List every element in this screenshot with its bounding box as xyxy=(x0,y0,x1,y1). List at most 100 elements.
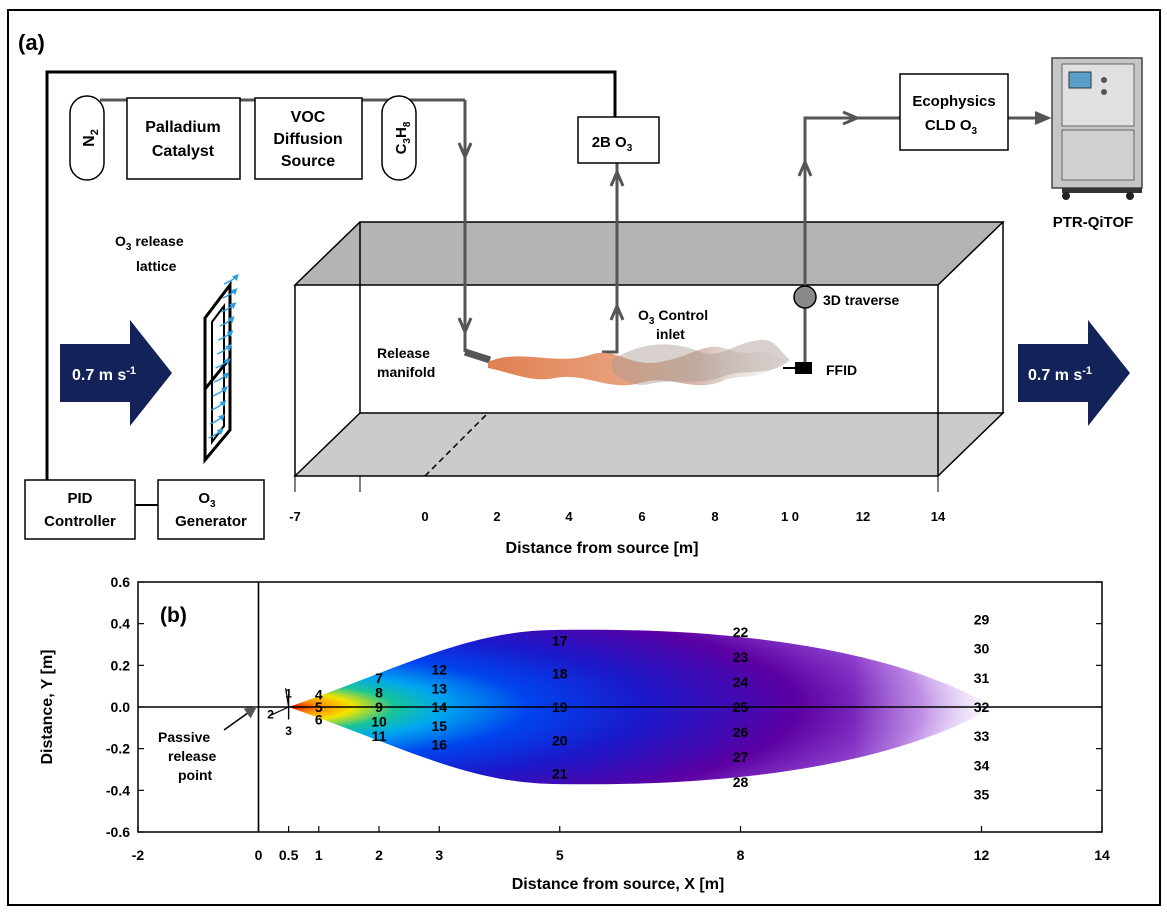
x-axis-title: Distance from source, X [m] xyxy=(512,876,725,893)
release-point-arrow xyxy=(223,706,257,731)
sample-point-label: 31 xyxy=(974,670,990,686)
y-axis-title: Distance, Y [m] xyxy=(39,649,56,764)
control-line xyxy=(602,162,619,354)
svg-text:O3: O3 xyxy=(198,490,216,510)
svg-text:Palladium: Palladium xyxy=(145,119,221,136)
y-tick-label: 0.4 xyxy=(111,616,131,632)
lattice-arrow xyxy=(218,330,234,341)
lattice-label: O3 release xyxy=(115,233,184,253)
sample-point-label: 26 xyxy=(733,724,749,740)
sample-point-label: 8 xyxy=(375,684,383,700)
sample-point-label: 12 xyxy=(431,662,447,678)
sample-line xyxy=(803,116,900,368)
n2-cylinder: N2 xyxy=(69,95,105,181)
tick-label-a: 2 xyxy=(493,509,500,524)
panel-a: (a) -7 0 2 4 6 8 1 0 12 14 Distance from… xyxy=(18,30,1143,557)
ptr-instrument: PTR-QiTOF xyxy=(1051,57,1143,231)
sample-point-label: 6 xyxy=(315,712,323,728)
tick-label-a: 1 0 xyxy=(781,509,799,524)
sample-point-label: 34 xyxy=(974,757,990,773)
sample-point-label: 18 xyxy=(552,666,568,682)
traverse-label: 3D traverse xyxy=(823,292,899,308)
y-tick-label: 0.6 xyxy=(111,574,131,590)
sample-point-label: 19 xyxy=(552,699,568,715)
axis-ticks: -2 0 0.5 1 2 3 5 8 12 140.60.40.20.0-0.2-0.4-0.6 xyxy=(106,574,1110,863)
lattice-frame xyxy=(203,280,232,465)
control-inlet-label: O3 Control inlet xyxy=(638,307,712,342)
tick-label-a: 6 xyxy=(638,509,645,524)
svg-text:PID: PID xyxy=(67,490,92,507)
sample-point-label: 14 xyxy=(431,699,447,715)
sample-point-label: 24 xyxy=(733,674,749,690)
lattice-arrow xyxy=(212,386,228,397)
outlet-flow-arrow: 0.7 m s-1 xyxy=(1018,320,1130,426)
svg-text:Source: Source xyxy=(281,153,335,170)
lattice-arrow xyxy=(220,302,237,313)
ptr-wheel xyxy=(1062,192,1070,200)
x-tick-label: 5 xyxy=(556,847,564,863)
outlet-flow-shape xyxy=(1018,320,1130,426)
svg-text:Controller: Controller xyxy=(44,513,116,530)
tunnel-axis: -7 0 2 4 6 8 1 0 12 14 Distance from sou… xyxy=(289,476,946,557)
voc-source-box: VOC Diffusion Source xyxy=(254,97,363,180)
tunnel-top xyxy=(293,221,1005,286)
svg-text:VOC: VOC xyxy=(291,109,326,126)
svg-text:lattice: lattice xyxy=(136,258,177,274)
release-nozzle xyxy=(463,348,492,364)
sample-point-label: 5 xyxy=(315,699,323,715)
sample-point-label: 10 xyxy=(371,714,387,730)
x-tick-label: 8 xyxy=(737,847,745,863)
sample-point-label: 25 xyxy=(733,699,749,715)
sample-point-label: 33 xyxy=(974,728,990,744)
lattice-arrow xyxy=(216,344,232,355)
n2-label: N2 xyxy=(81,129,101,147)
sample-point-label: 3 xyxy=(285,724,292,738)
figure-frame xyxy=(7,9,1161,906)
x-tick-label: 0 xyxy=(255,847,263,863)
x-tick-label: 12 xyxy=(974,847,990,863)
svg-text:0.7 m s-1: 0.7 m s-1 xyxy=(72,365,136,384)
x-tick-label: 3 xyxy=(435,847,443,863)
svg-text:Generator: Generator xyxy=(175,513,247,530)
svg-text:Catalyst: Catalyst xyxy=(152,143,215,160)
tick-label-a: -7 xyxy=(289,509,301,524)
sample-point-label: 30 xyxy=(974,641,990,657)
lattice-arrow xyxy=(211,400,227,411)
sample-points: 1234567891011121314151617181920212223242… xyxy=(267,612,989,803)
sample-point-label: 1 xyxy=(285,686,292,700)
svg-text:Ecophysics: Ecophysics xyxy=(912,93,995,110)
sample-point-label: 22 xyxy=(733,624,749,640)
y-tick-label: 0.0 xyxy=(111,699,131,715)
tick-label-a: 4 xyxy=(565,509,573,524)
ffid-probe xyxy=(795,362,812,374)
sample-point-label: 27 xyxy=(733,749,749,765)
ozone-2b-box: 2B O3 xyxy=(577,116,660,164)
c3h8-label: C3H8 xyxy=(393,121,413,154)
sample-point-label: 13 xyxy=(431,680,447,696)
release-point-annotation: Passive release point xyxy=(158,729,220,783)
lattice-arrow xyxy=(215,358,231,369)
sample-point-label: 9 xyxy=(375,699,383,715)
sample-point-label: 28 xyxy=(733,774,749,790)
source-marker xyxy=(270,706,289,716)
pid-controller-box: PID Controller xyxy=(24,479,136,540)
svg-text:2B O3: 2B O3 xyxy=(592,134,633,154)
inlet-flow-arrow: 0.7 m s-1 xyxy=(60,320,172,426)
x-tick-label: 0.5 xyxy=(279,847,299,863)
lattice-arrow xyxy=(222,288,238,299)
y-tick-label: -0.4 xyxy=(106,782,130,798)
plume-shadow xyxy=(612,339,790,385)
c3h8-cylinder: C3H8 xyxy=(381,95,417,181)
x-tick-label: 2 xyxy=(375,847,383,863)
o3-generator-box: O3 Generator xyxy=(157,479,265,540)
release-lattice: O3 release lattice xyxy=(115,233,239,465)
tick-label-a: 8 xyxy=(711,509,718,524)
x-tick-label: 1 xyxy=(315,847,323,863)
sample-point-label: 20 xyxy=(552,732,568,748)
panel-b-label: (b) xyxy=(160,604,187,627)
plume-shape xyxy=(488,346,785,386)
svg-text:0.7 m s-1: 0.7 m s-1 xyxy=(1028,365,1092,384)
sample-point-label: 7 xyxy=(375,670,383,686)
sample-point-label: 2 xyxy=(267,707,274,721)
y-tick-label: -0.6 xyxy=(106,824,130,840)
